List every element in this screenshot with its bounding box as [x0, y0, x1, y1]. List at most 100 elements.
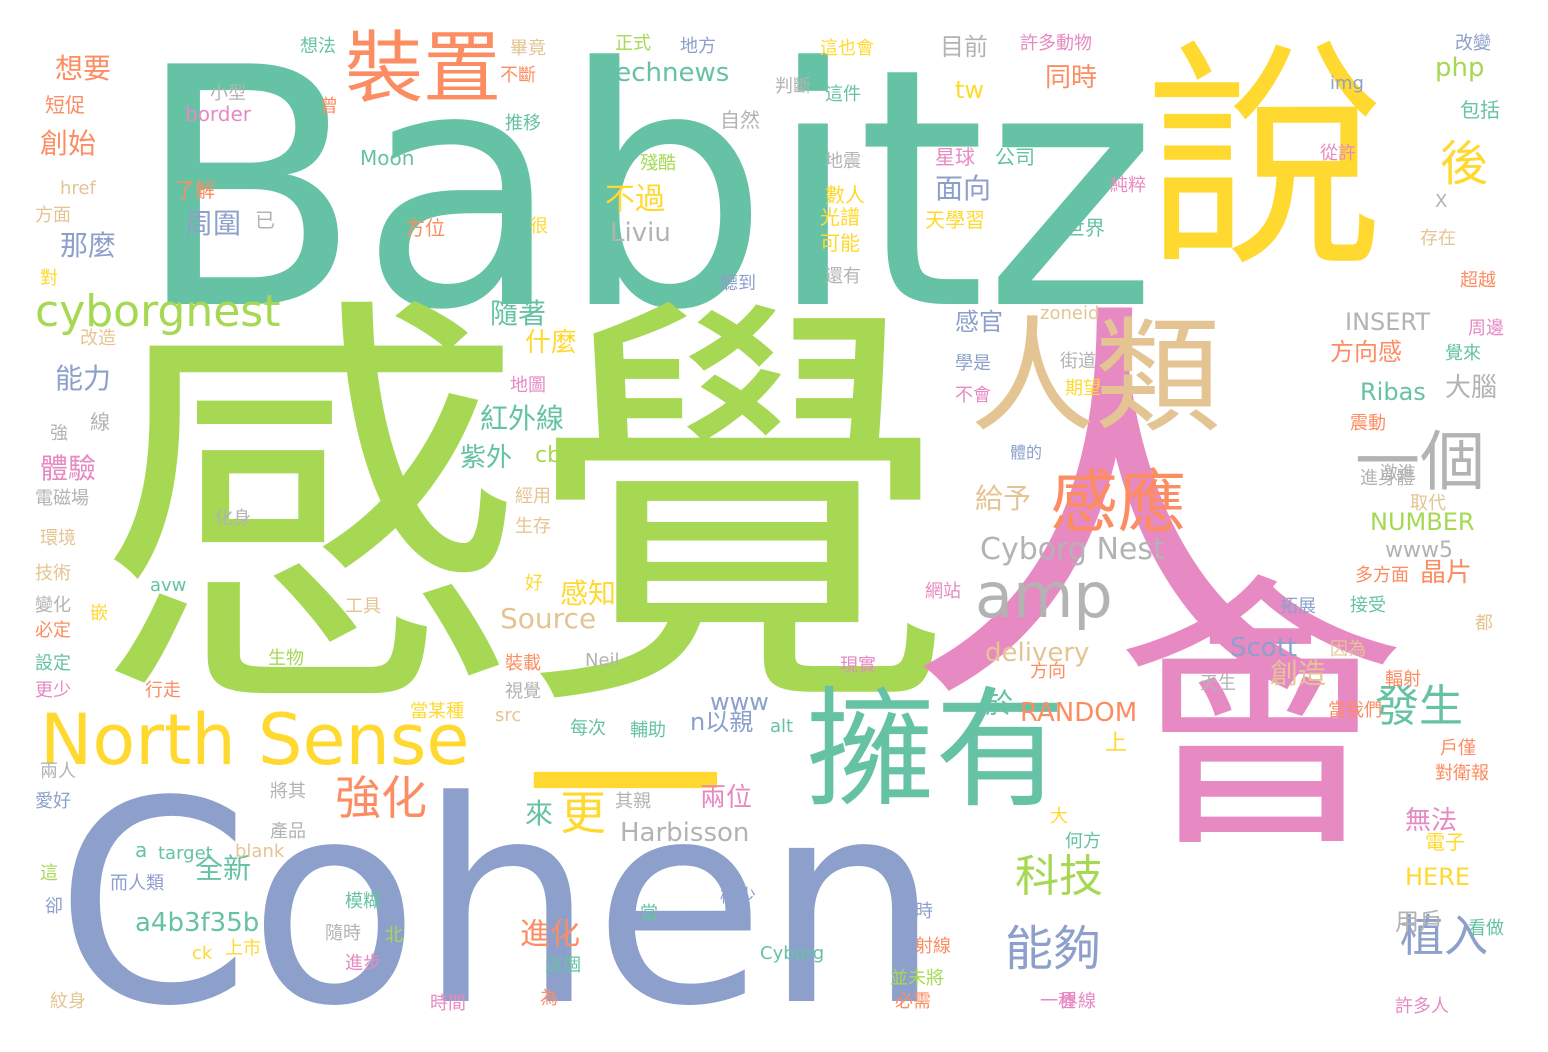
word-103: 判斷: [775, 76, 811, 97]
word-70: 公司: [995, 145, 1035, 169]
word-34: Liviu: [610, 218, 671, 248]
word-165: 每次: [570, 718, 606, 739]
word-187: 上市: [225, 938, 261, 959]
word-198: 時間: [430, 993, 466, 1014]
word-49: 體驗: [40, 452, 97, 485]
word-128: 震動: [1350, 413, 1386, 434]
word-143: 工具: [345, 596, 381, 617]
word-157: 方向: [1030, 661, 1066, 682]
word-185: 北: [385, 925, 403, 946]
word-137: 環境: [40, 528, 76, 549]
word-182: 極少: [720, 886, 756, 907]
word-97: 這件: [825, 84, 861, 105]
word-163: 當某種: [410, 701, 464, 722]
word-149: 都: [1475, 613, 1493, 634]
word-26: 進化: [520, 917, 580, 952]
word-29: 目前: [940, 33, 988, 61]
word-158: 因為: [1330, 639, 1366, 660]
word-66: HERE: [1405, 863, 1471, 891]
word-59: 於: [985, 687, 1014, 720]
word-174: target: [158, 843, 213, 864]
word-33: 不過: [605, 182, 665, 217]
word-76: Moon: [360, 146, 415, 170]
word-113: 還有: [825, 266, 861, 287]
word-95: 許多動物: [1020, 33, 1092, 54]
word-129: 對: [40, 268, 58, 289]
word-47: 給予: [975, 482, 1032, 515]
word-118: 覺來: [1445, 343, 1481, 364]
word-48: 能力: [55, 362, 112, 395]
word-56: Scott: [1230, 633, 1298, 663]
word-127: 進身體: [1360, 468, 1414, 489]
word-19: 植入: [1400, 911, 1488, 962]
word-81: 了解: [175, 178, 215, 202]
word-194: 一種: [1040, 991, 1076, 1012]
word-84: 看做: [1468, 918, 1504, 939]
word-22: Cyborg Nest: [980, 532, 1165, 567]
word-9: North Sense: [40, 699, 470, 781]
word-108: 殘酷: [640, 153, 676, 174]
word-99: 正式: [615, 33, 651, 54]
word-52: 晶片: [1420, 558, 1473, 588]
word-178: 而人類: [110, 873, 164, 894]
word-24: 全新: [195, 852, 252, 885]
word-164: src: [495, 705, 522, 726]
word-161: 當我們: [1328, 700, 1382, 721]
word-15: 發生: [1375, 681, 1463, 732]
word-191: 射線: [915, 936, 951, 957]
word-199: 為: [540, 988, 558, 1009]
word-77: border: [185, 102, 252, 126]
word-116: 超越: [1460, 270, 1496, 291]
word-190: 這個: [545, 955, 581, 976]
word-192: 並未將: [890, 968, 944, 989]
word-86: 對衛報: [1435, 763, 1489, 784]
word-75: 可能: [820, 231, 860, 255]
word-0: Babitz: [135, 0, 1157, 382]
word-58: RANDOM: [1020, 698, 1138, 728]
word-5: 會: [1115, 551, 1405, 888]
word-8: 人類: [970, 305, 1220, 450]
word-6: 一: [525, 673, 725, 906]
word-177: 這: [40, 863, 58, 884]
word-2: 人: [905, 270, 1325, 759]
word-36: 那麼: [60, 229, 117, 262]
word-171: 其親: [615, 791, 651, 812]
word-110: 很: [530, 216, 548, 237]
word-160: 輻射: [1385, 669, 1421, 690]
word-16: 強化: [335, 771, 427, 825]
word-180: 模糊: [345, 891, 381, 912]
word-122: 街道: [1060, 351, 1096, 372]
word-61: n以親: [690, 708, 754, 736]
word-98: 地方: [680, 36, 716, 57]
word-57: 創造: [1270, 657, 1327, 690]
word-20: 更: [560, 786, 606, 840]
word-1: 感覺: [95, 265, 953, 765]
word-54: Source: [500, 602, 597, 635]
word-27: 想要: [55, 52, 112, 85]
word-162: 行走: [145, 680, 181, 701]
word-17: 科技: [1015, 851, 1103, 902]
word-169: 愛好: [35, 791, 71, 812]
word-152: 生物: [268, 648, 304, 669]
word-90: img: [1330, 73, 1364, 94]
word-115: 存在: [1420, 228, 1456, 249]
word-139: avw: [150, 575, 187, 596]
word-120: 不會: [955, 385, 991, 406]
word-7: 擁有: [805, 674, 1066, 826]
word-55: delivery: [985, 638, 1090, 668]
word-88: 大: [1050, 806, 1068, 827]
word-87: 上: [1105, 731, 1128, 756]
word-82: 方位: [405, 216, 445, 240]
word-159: 天生: [1200, 673, 1236, 694]
word-51: www5: [1385, 538, 1453, 563]
word-155: Neil: [585, 650, 620, 671]
word-184: 隨時: [325, 923, 361, 944]
word-31: php: [1435, 53, 1485, 83]
word-124: 體的: [1010, 443, 1043, 462]
word-173: a: [135, 838, 148, 862]
word-154: 視覺: [505, 681, 541, 702]
word-63: 兩位: [700, 783, 753, 813]
word-30: 同時: [1045, 63, 1098, 93]
word-43: 什麼: [525, 328, 578, 358]
word-117: 周邊: [1468, 318, 1504, 339]
